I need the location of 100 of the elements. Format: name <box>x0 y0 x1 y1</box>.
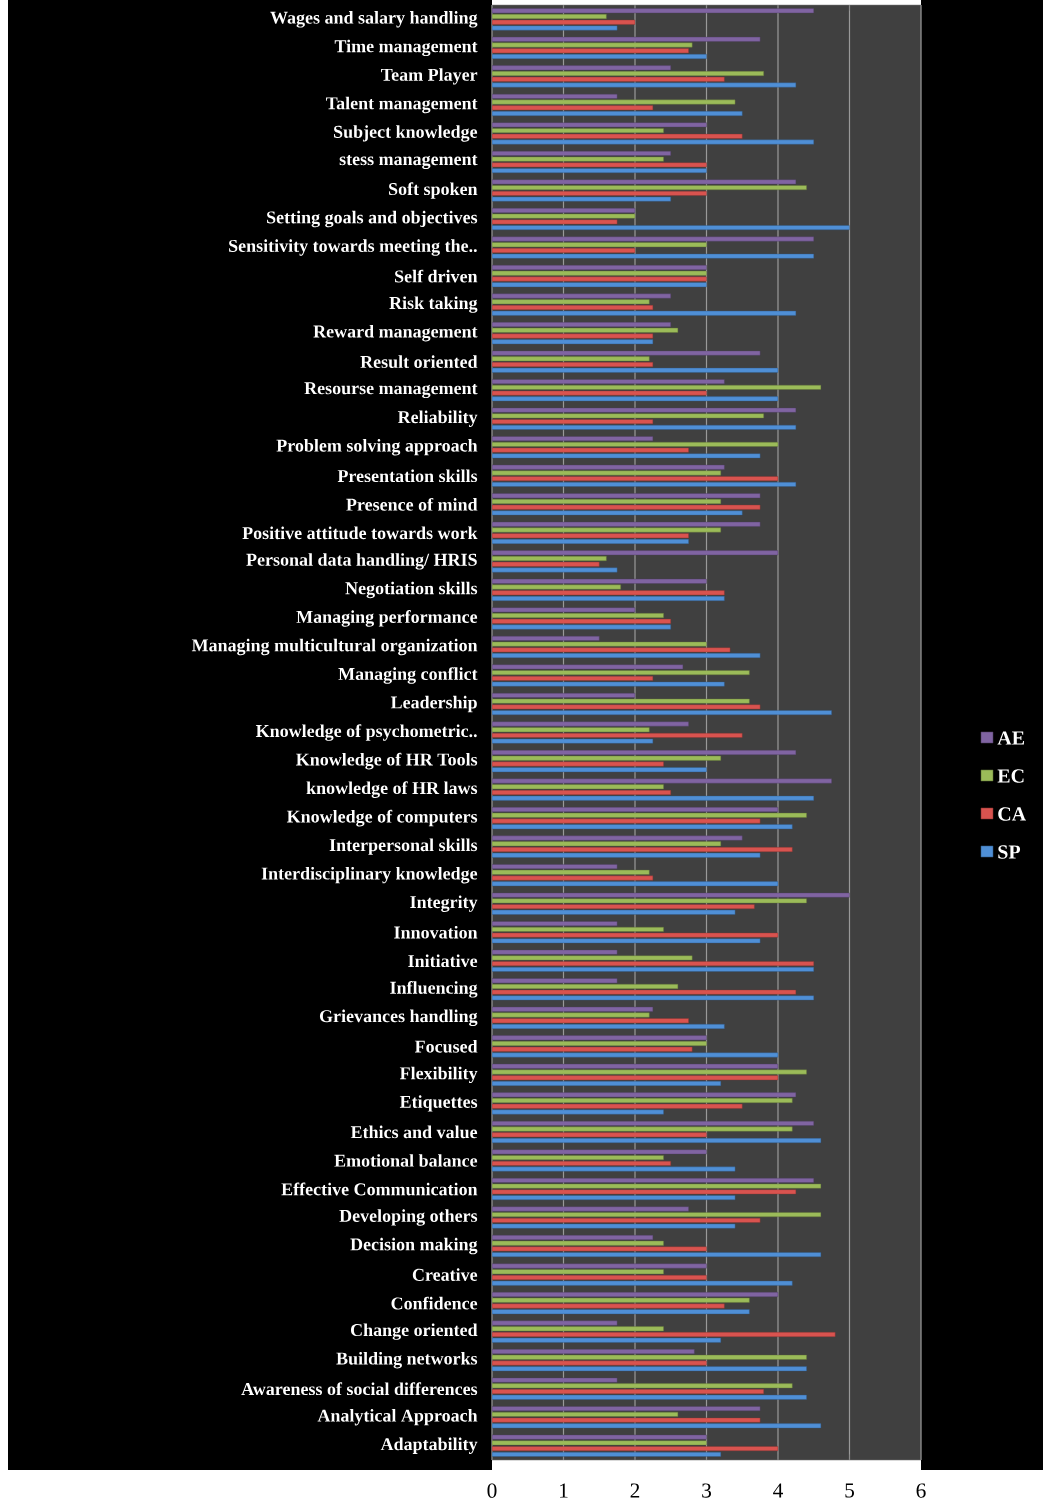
bar <box>492 670 750 676</box>
bar <box>492 556 607 561</box>
bar <box>492 1394 807 1400</box>
bar <box>492 1092 797 1098</box>
bar <box>492 989 797 995</box>
bar <box>492 1046 693 1052</box>
bar <box>492 909 736 915</box>
bar <box>492 738 654 744</box>
bar <box>492 293 671 299</box>
bar <box>492 499 721 504</box>
bar <box>492 647 731 653</box>
bar <box>492 36 761 42</box>
bar <box>492 299 650 305</box>
bar <box>492 721 689 727</box>
bar <box>492 1275 707 1280</box>
y-tick-label: Creative <box>412 1268 478 1281</box>
bar <box>492 1252 822 1258</box>
bar <box>492 869 650 875</box>
bar <box>492 504 761 510</box>
bar <box>492 190 707 196</box>
bar <box>492 442 779 447</box>
bar <box>492 54 707 59</box>
bar <box>492 1326 664 1332</box>
x-tick-label: 6 <box>916 1483 926 1498</box>
y-tick-label: Risk taking <box>389 296 478 313</box>
bar <box>492 99 736 105</box>
y-tick-label: Leadership <box>390 695 477 713</box>
bar <box>492 1206 689 1212</box>
bar <box>492 767 707 773</box>
y-tick-label: Subject knowledge <box>334 125 478 142</box>
bar <box>492 1349 695 1354</box>
bar <box>492 282 707 288</box>
bar <box>492 710 832 716</box>
bar <box>492 350 761 356</box>
bar <box>492 1160 671 1166</box>
bar <box>492 367 779 373</box>
bar <box>492 1149 707 1155</box>
bar <box>492 521 761 527</box>
y-tick-label: Knowledge of computers <box>286 809 478 827</box>
bar <box>492 93 618 99</box>
x-tick-label: 0 <box>487 1483 497 1498</box>
bar <box>492 19 636 25</box>
bar <box>492 1126 793 1132</box>
bar <box>492 1217 761 1223</box>
legend-label: AE <box>997 731 1025 745</box>
y-tick-label: Confidence <box>391 1296 478 1310</box>
bar <box>492 607 636 613</box>
bar <box>492 310 797 316</box>
bar <box>492 139 814 145</box>
bar <box>492 333 654 339</box>
bar <box>492 847 793 852</box>
bar <box>492 213 636 219</box>
bar <box>492 253 814 259</box>
bar <box>492 65 671 71</box>
bar <box>492 1024 725 1029</box>
bar <box>492 527 721 533</box>
bar <box>492 1183 822 1189</box>
bar <box>492 384 822 390</box>
bar <box>492 447 689 453</box>
bar <box>492 596 725 601</box>
bar <box>492 641 707 647</box>
bar <box>492 1035 707 1041</box>
bar <box>492 841 721 847</box>
bar <box>492 1377 618 1383</box>
bar <box>492 390 707 396</box>
bar <box>492 1235 654 1240</box>
y-tick-label: Positive attitude towards work <box>242 526 478 540</box>
bar <box>492 978 618 984</box>
y-tick-label: Integrity <box>410 895 478 912</box>
y-tick-label: Etiquettes <box>399 1095 478 1112</box>
y-tick-label: Knowledge of HR Tools <box>296 752 478 770</box>
bar <box>492 265 707 270</box>
bar <box>492 14 607 19</box>
x-tick-label: 5 <box>845 1483 854 1498</box>
bar <box>492 1132 707 1138</box>
x-tick-label: 3 <box>702 1483 711 1498</box>
bar <box>492 322 671 327</box>
bar <box>492 1292 779 1297</box>
bar <box>492 818 761 824</box>
bar <box>492 1303 725 1309</box>
bar <box>492 1263 707 1269</box>
bar <box>492 1389 764 1394</box>
bar <box>492 150 671 156</box>
bar <box>492 133 743 139</box>
bar <box>492 1332 836 1337</box>
bar <box>492 904 755 909</box>
legend-label: CA <box>998 807 1026 821</box>
bar <box>492 539 689 544</box>
y-tick-label: Managing performance <box>296 610 478 627</box>
bar <box>492 1269 664 1275</box>
bar <box>492 168 707 173</box>
bar <box>492 1446 779 1452</box>
bar <box>492 339 654 345</box>
bar <box>492 727 650 733</box>
x-tick-label: 4 <box>773 1483 783 1498</box>
bar <box>492 755 721 761</box>
bar <box>492 795 814 801</box>
bar <box>492 407 797 413</box>
bar <box>492 1155 664 1160</box>
bar <box>492 824 793 830</box>
